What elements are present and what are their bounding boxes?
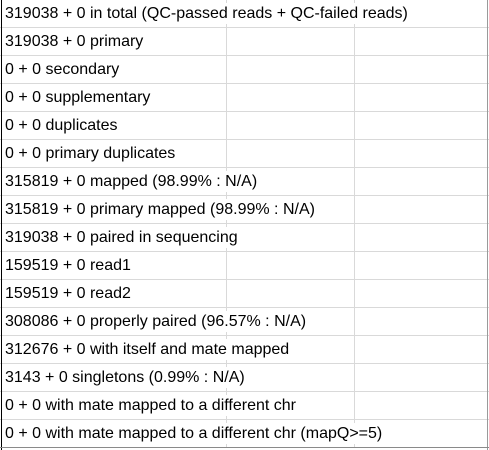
cell-text: 319038 + 0 in total (QC-passed reads + Q…	[5, 3, 410, 24]
grid-line	[354, 84, 355, 111]
sheet-row[interactable]: 0 + 0 duplicates	[0, 112, 489, 140]
cell-text: 315819 + 0 primary mapped (98.99% : N/A)	[5, 199, 317, 220]
grid-line	[354, 336, 355, 363]
sheet-row[interactable]: 159519 + 0 read2	[0, 280, 489, 308]
sheet-row[interactable]: 319038 + 0 primary	[0, 28, 489, 56]
grid-line	[226, 252, 227, 279]
cell-text: 0 + 0 duplicates	[5, 115, 120, 136]
grid-line	[226, 280, 227, 307]
grid-line	[354, 168, 355, 195]
cell-text: 308086 + 0 properly paired (96.57% : N/A…	[5, 311, 309, 332]
grid-line	[354, 252, 355, 279]
sheet-row[interactable]: 159519 + 0 read1	[0, 252, 489, 280]
grid-line	[354, 56, 355, 83]
grid-line	[354, 28, 355, 55]
sheet-row[interactable]: 319038 + 0 paired in sequencing	[0, 224, 489, 252]
grid-line	[226, 140, 227, 167]
grid-line	[354, 392, 355, 419]
cell-text: 319038 + 0 paired in sequencing	[5, 227, 240, 248]
sheet-row[interactable]: 315819 + 0 mapped (98.99% : N/A)	[0, 168, 489, 196]
grid-line	[354, 112, 355, 139]
grid-line	[354, 224, 355, 251]
cell-text: 312676 + 0 with itself and mate mapped	[5, 339, 292, 360]
sheet-bottom-border	[0, 447, 489, 448]
cell-text: 0 + 0 with mate mapped to a different ch…	[5, 423, 385, 444]
cell-text: 0 + 0 secondary	[5, 59, 122, 80]
grid-line	[354, 308, 355, 335]
sheet-row[interactable]: 319038 + 0 in total (QC-passed reads + Q…	[0, 0, 489, 28]
grid-line	[354, 140, 355, 167]
cell-text: 0 + 0 with mate mapped to a different ch…	[5, 395, 298, 416]
grid-line	[354, 196, 355, 223]
cell-text: 159519 + 0 read2	[5, 283, 133, 304]
sheet-row[interactable]: 3143 + 0 singletons (0.99% : N/A)	[0, 364, 489, 392]
sheet-row[interactable]: 315819 + 0 primary mapped (98.99% : N/A)	[0, 196, 489, 224]
grid-line	[354, 280, 355, 307]
column-left-border	[1, 0, 2, 450]
sheet-row[interactable]: 0 + 0 supplementary	[0, 84, 489, 112]
cell-text: 319038 + 0 primary	[5, 31, 146, 52]
grid-line	[354, 364, 355, 391]
grid-line	[226, 112, 227, 139]
grid-line	[226, 84, 227, 111]
cell-text: 159519 + 0 read1	[5, 255, 133, 276]
sheet-row[interactable]: 0 + 0 with mate mapped to a different ch…	[0, 420, 489, 448]
cell-text: 3143 + 0 singletons (0.99% : N/A)	[5, 367, 247, 388]
cell-text: 315819 + 0 mapped (98.99% : N/A)	[5, 171, 260, 192]
sheet-row[interactable]: 308086 + 0 properly paired (96.57% : N/A…	[0, 308, 489, 336]
sheet-row[interactable]: 0 + 0 secondary	[0, 56, 489, 84]
sheet-row[interactable]: 0 + 0 with mate mapped to a different ch…	[0, 392, 489, 420]
grid-line	[226, 56, 227, 83]
grid-line	[226, 28, 227, 55]
cell-text: 0 + 0 supplementary	[5, 87, 153, 108]
sheet-row[interactable]: 0 + 0 primary duplicates	[0, 140, 489, 168]
column-right-border	[487, 0, 488, 450]
sheet-row[interactable]: 312676 + 0 with itself and mate mapped	[0, 336, 489, 364]
cell-text: 0 + 0 primary duplicates	[5, 143, 178, 164]
